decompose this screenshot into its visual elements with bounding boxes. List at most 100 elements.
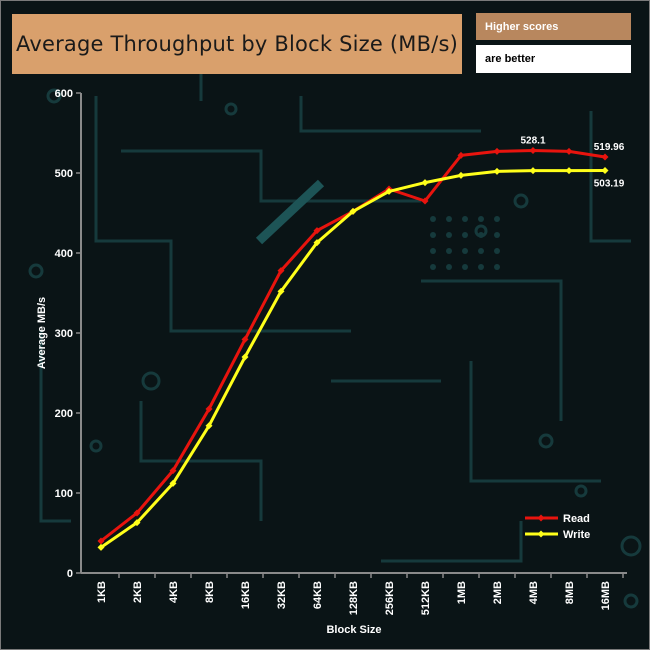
circuit-bus: [255, 179, 325, 245]
data-point-read: [313, 227, 321, 235]
circuit-trace: [121, 149, 421, 203]
data-point-read: [205, 405, 213, 413]
data-point-read: [277, 267, 285, 275]
data-point-write: [313, 239, 321, 247]
x-axis-label: Block Size: [326, 624, 381, 636]
data-point-write: [97, 543, 105, 551]
circuit-dot: [494, 232, 500, 238]
circuit-dot: [446, 248, 452, 254]
x-tick-label: 2MB: [492, 581, 504, 604]
circuit-trace: [39, 331, 71, 523]
circuit-dot: [478, 264, 484, 270]
data-point-write: [349, 207, 357, 215]
circuit-node: [620, 535, 642, 557]
x-tick-label: 4KB: [168, 581, 180, 603]
x-tick-label: 8KB: [204, 581, 216, 603]
y-tick-label: 600: [55, 88, 73, 100]
chart-title: Average Throughput by Block Size (MB/s): [16, 32, 458, 56]
x-tick-label: 1MB: [456, 581, 468, 604]
y-tick-label: 100: [55, 488, 73, 500]
x-tick-label: 128KB: [348, 581, 360, 615]
circuit-dot: [446, 216, 452, 222]
data-point-write: [133, 519, 141, 527]
circuit-node: [513, 193, 529, 209]
circuit-node: [224, 102, 238, 116]
circuit-trace: [421, 279, 563, 421]
chart-legend: Read Write: [525, 513, 590, 541]
chart-title-box: Average Throughput by Block Size (MB/s): [12, 14, 462, 74]
x-tick-label: 32KB: [276, 581, 288, 609]
data-point-write: [421, 179, 429, 187]
circuit-dot: [446, 232, 452, 238]
data-point-read: [97, 537, 105, 545]
data-point-write: [277, 287, 285, 295]
x-tick-label: 1KB: [96, 581, 108, 603]
data-label: 528.1: [520, 136, 545, 147]
circuit-node: [623, 593, 639, 609]
legend-label-write: Write: [563, 529, 590, 541]
data-point-write: [385, 187, 393, 195]
circuit-dot: [478, 216, 484, 222]
data-point-write: [169, 479, 177, 487]
circuit-node: [89, 439, 103, 453]
circuit-dot: [494, 264, 500, 270]
data-label: 519.96: [594, 142, 625, 153]
circuit-dot: [462, 264, 468, 270]
data-annotations: 528.1 519.96 503.19: [520, 136, 624, 190]
data-point-write: [241, 353, 249, 361]
x-tick-label: 8MB: [564, 581, 576, 604]
circuit-trace: [94, 96, 351, 333]
series-line-write: [100, 168, 606, 549]
x-tick-label: 2KB: [132, 581, 144, 603]
data-point-write: [601, 166, 609, 174]
y-tick-label: 400: [55, 248, 73, 260]
circuit-dot: [462, 216, 468, 222]
data-point-read: [421, 197, 429, 205]
data-point-read: [565, 147, 573, 155]
circuit-node: [141, 371, 161, 391]
circuit-trace: [139, 401, 263, 521]
x-tick-label: 256KB: [384, 581, 396, 615]
data-point-read: [241, 335, 249, 343]
data-point-read: [457, 151, 465, 159]
data-point-write: [493, 167, 501, 175]
are-better-note: are better: [476, 45, 631, 73]
data-point-read: [493, 147, 501, 155]
x-tick-label: 4MB: [528, 581, 540, 604]
y-axis-label: Average MB/s: [36, 297, 48, 369]
higher-scores-note: Higher scores: [476, 13, 631, 40]
y-axis-ticks: 0 100 200 300 400 500 600: [55, 88, 81, 580]
circuit-dot: [462, 248, 468, 254]
y-tick-label: 300: [55, 328, 73, 340]
data-point-read: [169, 467, 177, 475]
circuit-trace: [299, 96, 481, 133]
x-tick-label: 16KB: [240, 581, 252, 609]
series-lines: [97, 147, 609, 551]
circuit-trace: [381, 521, 523, 563]
circuit-dot: [494, 248, 500, 254]
circuit-dot: [430, 216, 436, 222]
legend-label-read: Read: [563, 513, 590, 525]
circuit-trace: [589, 111, 631, 243]
circuit-dot: [494, 216, 500, 222]
circuit-dot: [430, 232, 436, 238]
circuit-trace: [469, 361, 601, 483]
x-axis-ticks: 1KB 2KB 4KB 8KB 16KB 32KB 64KB 128KB 256KB 512KB 1…: [96, 573, 624, 615]
circuit-node: [46, 88, 62, 104]
data-point-write: [565, 167, 573, 175]
circuit-node: [538, 433, 554, 449]
x-tick-label: 64KB: [312, 581, 324, 609]
data-point-write: [205, 422, 213, 430]
data-point-read: [601, 153, 609, 161]
y-tick-label: 0: [67, 568, 73, 580]
data-point-read: [133, 509, 141, 517]
circuit-dot: [430, 248, 436, 254]
circuit-dot: [446, 264, 452, 270]
circuit-dot: [478, 232, 484, 238]
circuit-node: [574, 484, 588, 498]
chart-axes: [80, 93, 627, 574]
y-tick-label: 500: [55, 168, 73, 180]
y-tick-label: 200: [55, 408, 73, 420]
data-point-read: [529, 147, 537, 155]
